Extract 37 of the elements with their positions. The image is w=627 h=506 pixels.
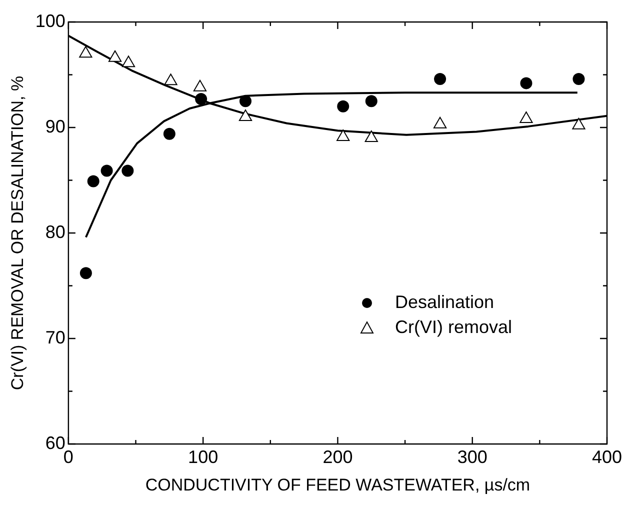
point <box>79 46 92 58</box>
point <box>572 118 586 130</box>
point <box>193 80 207 92</box>
point <box>108 50 122 62</box>
x-tick-label: 200 <box>322 446 353 467</box>
point <box>238 109 252 121</box>
x-tick-label: 300 <box>457 446 488 467</box>
point <box>100 164 113 177</box>
x-axis-title: CONDUCTIVITY OF FEED WASTEWATER, µs/cm <box>145 475 530 494</box>
point <box>163 128 176 140</box>
point <box>520 112 533 124</box>
point <box>122 164 134 177</box>
point <box>434 72 446 85</box>
point <box>520 77 532 90</box>
y-tick-label: 80 <box>45 222 66 242</box>
x-tick-label: 400 <box>592 446 622 467</box>
point <box>364 130 378 142</box>
point <box>239 95 252 108</box>
y-tick-label: 70 <box>45 327 66 348</box>
point <box>337 100 350 112</box>
legend-label: Desalination <box>395 292 494 312</box>
x-tick-label: 100 <box>188 446 218 467</box>
y-tick-label: 60 <box>45 432 66 453</box>
y-axis-title: Cr(VI) REMOVAL OR DESALINATION, % <box>8 76 27 390</box>
point <box>433 116 447 128</box>
point <box>122 56 136 68</box>
y-tick-label: 100 <box>35 10 66 31</box>
point <box>365 95 378 108</box>
y-tick-label: 90 <box>45 116 66 136</box>
point <box>572 72 585 85</box>
point <box>80 267 92 280</box>
point <box>195 93 208 106</box>
point <box>336 129 350 141</box>
legend-label: Cr(VI) removal <box>395 316 512 337</box>
x-tick-label: 0 <box>63 446 74 467</box>
point <box>164 74 178 86</box>
point <box>87 175 100 188</box>
